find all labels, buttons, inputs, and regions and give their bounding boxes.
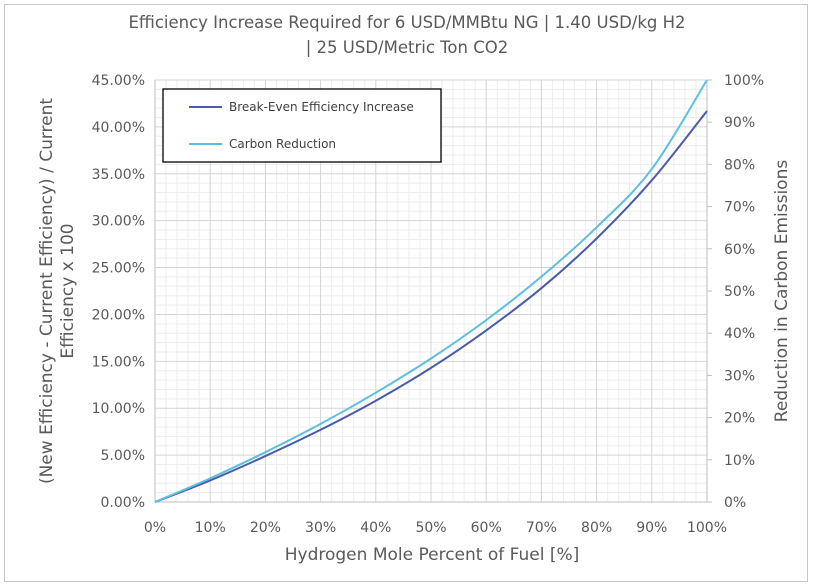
x-tick-labels: 0% 10% 20% 30% 40% 50% 60% 70% 80% 90% 100% bbox=[144, 520, 727, 536]
x-tick-label: 90% bbox=[636, 520, 667, 536]
y-tick-label: 25.00% bbox=[92, 261, 145, 277]
y-axis-title-line-2: Efficiency x 100 bbox=[58, 223, 78, 358]
y2-tick-label: 100% bbox=[724, 73, 764, 89]
y-tick-label: 30.00% bbox=[92, 214, 145, 230]
y-tick-labels: 0.00% 5.00% 10.00% 15.00% 20.00% 25.00% 30.00%… bbox=[92, 73, 145, 511]
y2-tick-labels: 0% 10% 20% 30% 40% 50% 60% 70% 80% 90% 100% bbox=[724, 73, 764, 511]
y2-tick-label: 0% bbox=[724, 495, 746, 511]
x-tick-label: 30% bbox=[305, 520, 336, 536]
series-line-carbon-reduction bbox=[154, 79, 708, 503]
chart-title-line-2: | 25 USD/Metric Ton CO2 bbox=[306, 38, 508, 57]
y-tick-label: 15.00% bbox=[92, 354, 145, 370]
legend-label-break-even: Break-Even Efficiency Increase bbox=[229, 100, 414, 114]
y2-tick-label: 70% bbox=[724, 200, 755, 216]
x-tick-label: 60% bbox=[471, 520, 502, 536]
y-tick-label: 40.00% bbox=[92, 120, 145, 136]
y2-tick-label: 50% bbox=[724, 284, 755, 300]
y2-tick-label: 60% bbox=[724, 242, 755, 258]
y-tick-label: 0.00% bbox=[101, 495, 145, 511]
y-tick-label: 20.00% bbox=[92, 307, 145, 323]
y2-axis-title-text: Reduction in Carbon Emissions bbox=[772, 160, 792, 423]
x-tick-label: 40% bbox=[360, 520, 391, 536]
y-axis-title-line-1: (New Efficiency - Current Efficiency) / … bbox=[37, 98, 57, 484]
x-tick-label: 10% bbox=[195, 520, 226, 536]
y2-tick-label: 20% bbox=[724, 411, 755, 427]
y2-tick-label: 30% bbox=[724, 368, 755, 384]
legend: Break-Even Efficiency Increase Carbon Re… bbox=[162, 88, 442, 163]
y-tick-label: 10.00% bbox=[92, 401, 145, 417]
y2-axis-title: Reduction in Carbon Emissions bbox=[772, 160, 792, 423]
legend-box bbox=[162, 88, 442, 163]
y-tick-label: 5.00% bbox=[101, 448, 145, 464]
x-tick-label: 50% bbox=[415, 520, 446, 536]
y2-tick-label: 80% bbox=[724, 157, 755, 173]
x-tick-label: 0% bbox=[144, 520, 166, 536]
y2-tick-label: 90% bbox=[724, 115, 755, 131]
x-tick-label: 70% bbox=[526, 520, 557, 536]
y2-tick-label: 10% bbox=[724, 453, 755, 469]
series-lines bbox=[154, 79, 708, 503]
y-axis-title: (New Efficiency - Current Efficiency) / … bbox=[37, 98, 78, 484]
x-tick-label: 100% bbox=[687, 520, 727, 536]
x-axis-title: Hydrogen Mole Percent of Fuel [%] bbox=[285, 545, 580, 565]
x-tick-label: 20% bbox=[250, 520, 281, 536]
y-tick-label: 45.00% bbox=[92, 73, 145, 89]
y-tick-label: 35.00% bbox=[92, 167, 145, 183]
series-line-break-even-efficiency-increase bbox=[154, 110, 708, 503]
legend-label-carbon-reduction: Carbon Reduction bbox=[229, 137, 336, 151]
y2-tick-label: 40% bbox=[724, 326, 755, 342]
chart-title-line-1: Efficiency Increase Required for 6 USD/M… bbox=[128, 13, 685, 32]
x-tick-label: 80% bbox=[581, 520, 612, 536]
